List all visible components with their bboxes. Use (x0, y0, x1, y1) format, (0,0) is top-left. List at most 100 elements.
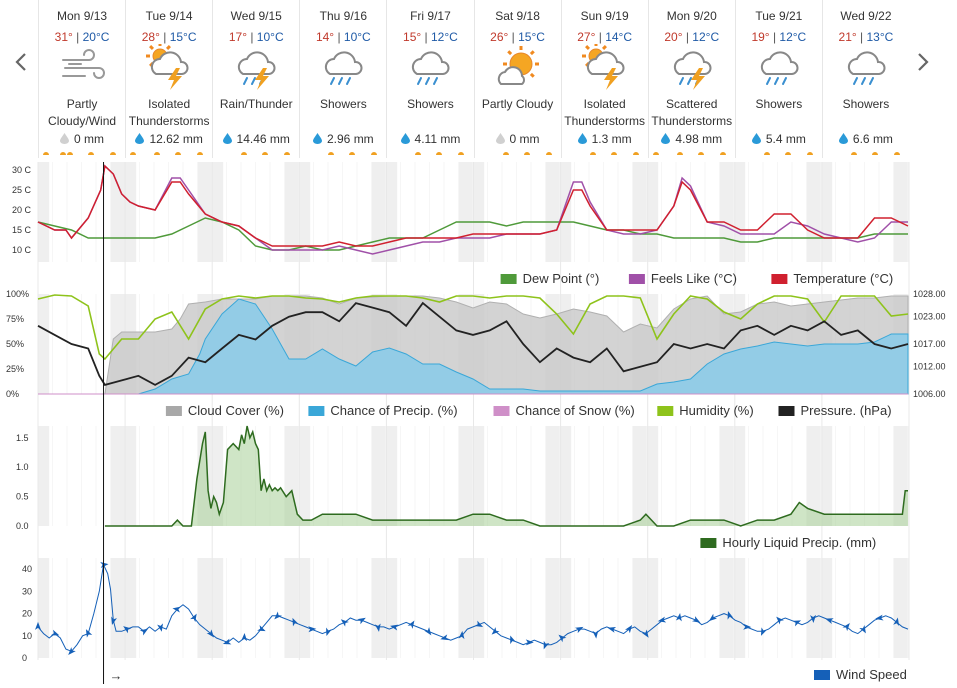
wind-arrow-head (641, 629, 649, 638)
y-tick-label: 20 C (12, 205, 32, 215)
wind-arrow-icon (458, 630, 465, 640)
sun-thunder-icon (146, 44, 189, 90)
showers-icon (412, 51, 450, 85)
sun-markers (39, 152, 125, 158)
night-band (551, 426, 572, 526)
night-band (638, 162, 659, 262)
wind-arrow-icon (139, 628, 149, 636)
night-band (464, 162, 485, 262)
wind-arrow-head (792, 620, 802, 627)
wind-arrow-head (842, 623, 850, 632)
y-tick-label: 1.0 (16, 462, 29, 472)
day-column: Wed 9/22 21° | 13°C Showers 6.6 mm (821, 0, 909, 158)
y-tick-label: 25% (6, 364, 24, 374)
wind-arrow-icon (893, 617, 900, 626)
night-band (638, 426, 659, 526)
wind-arrow-head (390, 624, 399, 631)
wind-arrow-head (875, 614, 884, 621)
sun-marker (589, 152, 596, 155)
sun-marker (652, 152, 659, 155)
wind-icon (62, 49, 105, 79)
wind-arrow-icon (172, 606, 181, 613)
wind-arrow-icon (558, 634, 567, 643)
wind-arrow-icon (340, 619, 349, 627)
wind-arrow-head (407, 620, 415, 629)
precip-amount: 6.6 mm (852, 132, 893, 146)
legend-label: Pressure. (hPa) (801, 403, 892, 418)
y-tick-label: 0% (6, 389, 19, 399)
wind-arrow-icon (825, 618, 834, 624)
wind-arrow-icon (222, 638, 232, 645)
wind-arrow-head (292, 617, 299, 627)
day-name: Thu 9/16 (319, 9, 368, 23)
sun-markers (126, 152, 212, 158)
night-band (290, 558, 311, 658)
sun-markers (387, 152, 473, 158)
temp-low: 12°C (431, 30, 458, 44)
wind-arrow-icon (308, 626, 317, 633)
day-precip: 14.46 mm (213, 132, 299, 146)
sun-markers (823, 152, 909, 158)
legend-label: Chance of Precip. (%) (330, 403, 457, 418)
day-condition: Partly Cloudy/Wind (48, 97, 117, 128)
wind-arrow-icon (407, 620, 415, 629)
temp-low: 10°C (343, 30, 371, 44)
y-tick-label: 50% (6, 339, 24, 349)
wind-arrow-icon (68, 647, 76, 656)
night-band (893, 558, 908, 658)
temp-separator: | (508, 30, 519, 44)
day-temps: 31° | 20°C (39, 30, 125, 44)
forecast-strip: Mon 9/13 31° | 20°C Partly Cloudy/Wind 0 … (38, 0, 909, 158)
y2-tick-label: 1012.00 (913, 362, 946, 372)
wind-arrow-head (308, 626, 317, 633)
night-band (38, 558, 50, 658)
wind-arrow-icon (123, 626, 132, 634)
wind-arrow-head (825, 618, 834, 624)
wind-arrow-head (100, 562, 109, 568)
wind-arrow-icon (842, 623, 850, 632)
wind-arrow-icon (510, 635, 516, 645)
day-precip: 1.3 mm (562, 132, 648, 146)
day-column: Tue 9/21 19° | 12°C Showers 5.4 mm (734, 0, 822, 158)
sun-marker (763, 152, 770, 155)
raindrop-icon (751, 133, 761, 144)
legend-label: Cloud Cover (%) (188, 403, 284, 418)
night-band (203, 162, 224, 262)
sun-markers (649, 152, 735, 158)
temp-low: 10°C (256, 30, 284, 44)
precip-chance-area (38, 298, 909, 395)
raindrop-icon (313, 133, 322, 144)
temp-high: 15° (403, 30, 422, 44)
y-tick-label: 75% (6, 314, 24, 324)
temp-separator: | (334, 30, 344, 44)
showers-icon (847, 51, 886, 85)
wind-arrow-icon (111, 616, 117, 626)
sun-marker (60, 152, 66, 155)
y2-tick-label: 1017.00 (913, 339, 946, 349)
day-column: Fri 9/17 15° | 12°C Showers 4.11 mm (386, 0, 473, 158)
wind-arrow-head (675, 613, 682, 622)
legend-swatch (493, 406, 510, 416)
wind-arrow-head (157, 623, 164, 632)
legend-label: Dew Point (°) (523, 271, 600, 286)
day-condition: Partly Cloudy (481, 97, 554, 111)
wind-arrow-icon (625, 625, 633, 634)
day-temps: 15° | 12°C (387, 30, 473, 44)
wind-arrow-head (274, 611, 283, 620)
night-band (551, 162, 572, 262)
sun-marker (523, 152, 530, 155)
wind-arrow-head (424, 627, 432, 636)
wind-arrow-icon (641, 629, 649, 638)
wind-arrow-head (692, 616, 701, 623)
sun-marker (850, 152, 857, 155)
next-arrow-icon[interactable] (915, 50, 931, 74)
day-temps: 28° | 15°C (126, 30, 212, 44)
day-precip: 4.98 mm (649, 132, 735, 146)
wind-arrow-head (760, 627, 767, 636)
sun-marker (545, 152, 552, 155)
wind-arrow-head (607, 626, 617, 633)
day-condition: Isolated Thunderstorms (128, 97, 210, 128)
prev-arrow-icon[interactable] (13, 50, 29, 74)
day-condition: Isolated Thunderstorms (564, 97, 645, 128)
